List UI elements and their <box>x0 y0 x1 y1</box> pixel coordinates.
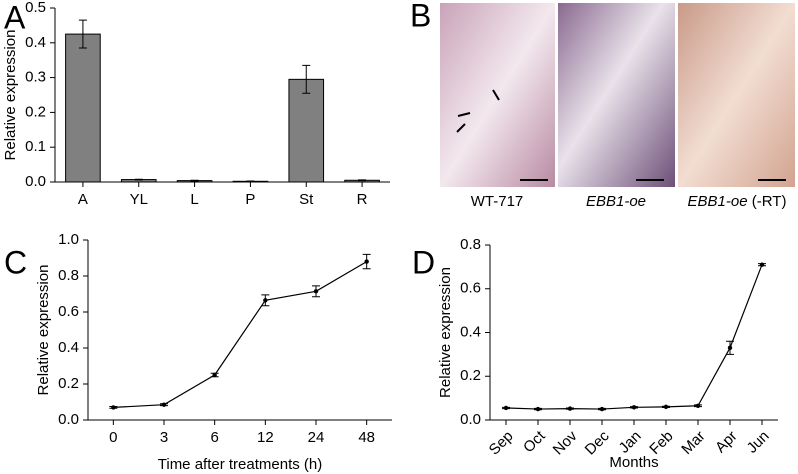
micrograph <box>678 3 795 187</box>
x-tick-label: L <box>190 191 198 208</box>
error-bar <box>210 372 219 378</box>
error-bar <box>566 407 574 410</box>
x-axis-label: Time after treatments (h) <box>158 456 323 473</box>
y-tick-label: 0.2 <box>460 367 481 384</box>
error-bar <box>134 178 143 181</box>
y-tick-label: 0.4 <box>25 34 46 51</box>
x-tick-label: Jan <box>616 428 645 457</box>
x-tick-label: St <box>299 191 314 208</box>
y-tick-label: 0.1 <box>25 138 46 155</box>
panel-letter: B <box>410 0 431 33</box>
caption-gene: EBB1-oe <box>688 193 748 210</box>
y-tick-label: 1.0 <box>58 231 79 248</box>
x-tick-label: 3 <box>160 429 168 446</box>
error-bar <box>302 64 311 94</box>
panel-letter: A <box>4 0 26 35</box>
x-tick-label: Apr <box>712 428 741 457</box>
y-tick-label: 0.4 <box>58 339 79 356</box>
x-tick-label: Nov <box>550 427 581 458</box>
micrograph <box>440 3 555 187</box>
error-bar <box>261 294 270 307</box>
y-tick-label: 0.8 <box>460 236 481 253</box>
error-bar <box>246 180 255 183</box>
caption: EBB1-oe (-RT) <box>688 193 787 210</box>
y-tick-label: 0.5 <box>25 0 46 16</box>
error-bar <box>190 179 199 182</box>
y-tick-label: 0.0 <box>460 411 481 428</box>
error-bar <box>160 403 168 407</box>
x-tick-label: Mar <box>678 428 708 458</box>
caption: EBB1-oe <box>586 193 646 210</box>
x-tick-label: YL <box>130 191 148 208</box>
panel-letter: C <box>4 244 27 280</box>
y-tick-label: 0.2 <box>58 375 79 392</box>
error-bar <box>758 263 766 267</box>
error-bar <box>312 285 320 298</box>
error-bar <box>662 405 670 409</box>
x-tick-label: A <box>78 191 88 208</box>
micrograph <box>558 3 675 187</box>
error-bar <box>502 406 510 410</box>
y-axis-label: Relative expression <box>437 267 454 398</box>
line <box>505 264 763 410</box>
x-tick-label: 6 <box>210 429 218 446</box>
error-bar <box>630 406 638 409</box>
y-axis-label: Relative expression <box>35 265 52 396</box>
x-tick-label: R <box>357 191 368 208</box>
error-bar <box>109 406 118 409</box>
x-tick-label: Jun <box>744 428 773 457</box>
error-bar <box>726 340 734 355</box>
error-bar <box>534 407 542 411</box>
error-bar <box>362 253 371 270</box>
x-tick-label: 12 <box>257 429 274 446</box>
arrow <box>456 89 500 133</box>
error-bar <box>78 19 87 49</box>
x-tick-label: Dec <box>582 427 613 458</box>
x-tick-label: Oct <box>520 427 549 456</box>
y-tick-label: 0.0 <box>25 173 46 190</box>
bar <box>65 33 101 183</box>
bar <box>288 78 325 183</box>
x-tick-label: Sep <box>486 428 517 459</box>
error-bar <box>358 179 367 182</box>
x-tick-label: 48 <box>358 429 375 446</box>
caption: WT-717 <box>471 193 524 210</box>
y-tick-label: 0.6 <box>58 303 79 320</box>
x-tick-label: P <box>245 191 255 208</box>
x-tick-label: 0 <box>109 429 117 446</box>
y-tick-label: 0.0 <box>58 411 79 428</box>
y-tick-label: 0.3 <box>25 69 46 86</box>
y-tick-label: 0.4 <box>460 323 481 340</box>
y-axis-label: Relative expression <box>2 30 19 161</box>
x-tick-label: 24 <box>308 429 325 446</box>
panel-b: B WT-717 EBB1-oe EBB1-oe (-RT) <box>410 0 795 210</box>
y-tick-label: 0.6 <box>460 280 481 297</box>
caption-note: (-RT) <box>752 193 787 210</box>
error-bar <box>598 407 606 411</box>
line <box>113 261 367 408</box>
panel-letter: D <box>412 244 435 280</box>
y-tick-label: 0.8 <box>58 267 79 284</box>
x-axis-label: Months <box>609 454 658 471</box>
y-tick-label: 0.2 <box>25 103 46 120</box>
error-bar <box>694 404 702 408</box>
